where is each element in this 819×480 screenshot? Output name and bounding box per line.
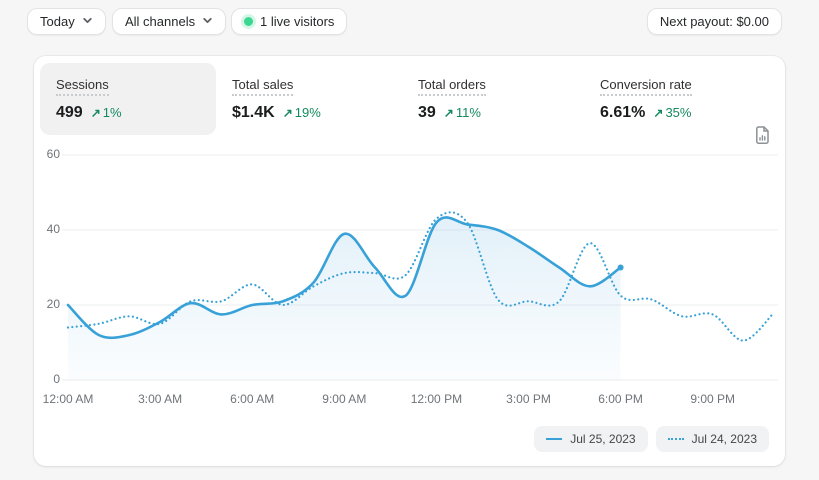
dotted-line-swatch-icon <box>667 438 684 440</box>
metric-value: 499 <box>56 104 83 121</box>
trend-up-icon: ↗ <box>443 106 454 120</box>
series-line-jul-25 <box>66 216 622 340</box>
date-range-label: Today <box>40 14 75 29</box>
legend-item-jul-24[interactable]: Jul 24, 2023 <box>655 426 769 452</box>
chart-canvas[interactable] <box>40 140 780 416</box>
metric-delta: ↗ 35% <box>653 105 691 120</box>
metric-delta-value: 11% <box>455 105 481 120</box>
next-payout-button[interactable]: Next payout: $0.00 <box>646 8 782 35</box>
trend-up-icon: ↗ <box>90 106 101 120</box>
x-axis-tick-label: 12:00 AM <box>42 392 94 406</box>
solid-line-swatch-icon <box>546 438 563 440</box>
metric-delta: ↗ 1% <box>91 105 122 120</box>
metric-value: $1.4K <box>232 104 275 121</box>
y-axis-tick-label: 40 <box>46 222 60 236</box>
legend-label: Jul 24, 2023 <box>691 432 757 446</box>
x-axis-tick-label: 12:00 PM <box>410 392 463 406</box>
y-axis-tick-label: 60 <box>46 147 60 161</box>
metric-tab-total-orders[interactable]: Total orders 39 ↗ 11% <box>402 63 584 135</box>
channel-filter-button[interactable]: All channels <box>112 8 227 35</box>
metric-label: Total sales <box>232 77 294 96</box>
channel-filter-label: All channels <box>125 14 196 29</box>
chevron-down-icon <box>202 14 213 29</box>
current-point-dot <box>617 264 624 271</box>
metric-label: Sessions <box>56 77 109 96</box>
metric-delta: ↗ 19% <box>283 105 321 120</box>
live-visitors-button[interactable]: 1 live visitors <box>231 8 348 35</box>
y-axis-tick-label: 20 <box>46 297 60 311</box>
y-axis-tick-label: 0 <box>53 372 60 386</box>
sessions-chart[interactable]: 0 20 40 60 12:00 AM 3:00 AM 6:00 AM 9:00 AM 12:0… <box>40 140 780 416</box>
metric-value: 39 <box>418 104 436 121</box>
x-axis-tick-label: 6:00 PM <box>598 392 643 406</box>
legend-label: Jul 25, 2023 <box>570 432 636 446</box>
chart-legend: Jul 25, 2023 Jul 24, 2023 <box>534 426 769 452</box>
metric-delta-value: 19% <box>294 105 321 120</box>
trend-up-icon: ↗ <box>282 106 293 120</box>
analytics-card: Sessions 499 ↗ 1% Total sales $1.4K ↗ 19% … <box>34 56 785 466</box>
live-visitors-label: 1 live visitors <box>260 14 335 29</box>
trend-up-icon: ↗ <box>653 106 664 120</box>
x-axis-tick-label: 9:00 AM <box>322 392 367 406</box>
next-payout-label: Next payout: $0.00 <box>659 14 769 29</box>
metric-value: 6.61% <box>600 104 646 121</box>
report-document-icon <box>754 125 771 148</box>
metric-label: Conversion rate <box>600 77 692 96</box>
metric-delta: ↗ 11% <box>444 105 481 120</box>
metric-delta-value: 35% <box>665 105 692 120</box>
x-axis-tick-label: 3:00 AM <box>138 392 183 406</box>
metric-tab-conversion-rate[interactable]: Conversion rate 6.61% ↗ 35% <box>584 63 784 135</box>
legend-item-jul-25[interactable]: Jul 25, 2023 <box>534 426 648 452</box>
x-axis-tick-label: 9:00 PM <box>690 392 736 406</box>
x-axis-tick-label: 3:00 PM <box>506 392 551 406</box>
x-axis-tick-label: 6:00 AM <box>230 392 275 406</box>
metric-tab-sessions[interactable]: Sessions 499 ↗ 1% <box>40 63 216 135</box>
metric-delta-value: 1% <box>102 105 122 120</box>
area-fill <box>68 217 621 380</box>
series-line-jul-24 <box>66 211 776 342</box>
live-indicator-dot-icon <box>244 17 253 26</box>
view-report-button[interactable] <box>750 124 774 148</box>
metric-tab-total-sales[interactable]: Total sales $1.4K ↗ 19% <box>216 63 402 135</box>
metric-label: Total orders <box>418 77 486 96</box>
chevron-down-icon <box>82 14 93 29</box>
date-range-button[interactable]: Today <box>27 8 106 35</box>
metric-tabs: Sessions 499 ↗ 1% Total sales $1.4K ↗ 19% … <box>40 63 784 135</box>
